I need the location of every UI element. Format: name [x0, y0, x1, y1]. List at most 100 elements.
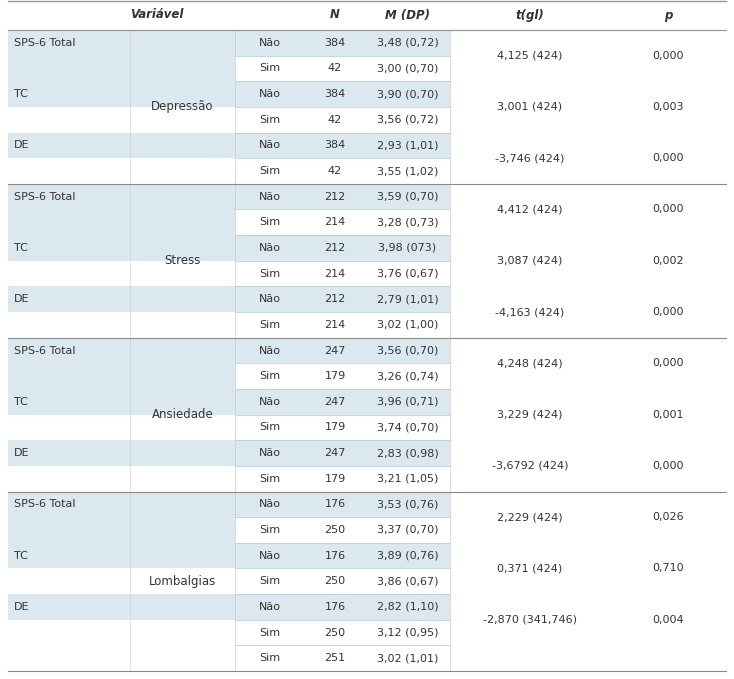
Bar — [450, 210, 726, 235]
Bar — [450, 415, 726, 440]
Bar — [8, 158, 235, 184]
Bar — [450, 337, 726, 363]
Text: 3,48 (0,72): 3,48 (0,72) — [377, 38, 438, 48]
Text: 2,82 (1,10): 2,82 (1,10) — [377, 602, 438, 612]
Text: Não: Não — [259, 346, 281, 356]
Text: 3,59 (0,70): 3,59 (0,70) — [377, 191, 438, 202]
Text: 0,002: 0,002 — [653, 256, 684, 265]
Bar — [235, 312, 450, 337]
Text: 3,53 (0,76): 3,53 (0,76) — [377, 499, 438, 509]
Text: -2,870 (341,746): -2,870 (341,746) — [483, 614, 577, 625]
Text: Sim: Sim — [259, 63, 280, 73]
Text: Não: Não — [259, 448, 281, 458]
Text: Sim: Sim — [259, 576, 280, 586]
Bar — [450, 568, 726, 594]
Text: N: N — [330, 9, 340, 22]
Text: 2,79 (1,01): 2,79 (1,01) — [377, 294, 438, 304]
Text: 3,02 (1,00): 3,02 (1,00) — [377, 320, 438, 330]
Bar — [235, 261, 450, 287]
Text: 3,26 (0,74): 3,26 (0,74) — [377, 371, 438, 381]
Text: Variável: Variável — [130, 9, 184, 22]
Text: Stress: Stress — [164, 254, 200, 268]
Text: 212: 212 — [324, 191, 346, 202]
Bar — [8, 132, 235, 158]
Bar — [8, 312, 235, 337]
Text: Ansiedade: Ansiedade — [152, 408, 214, 421]
Bar — [8, 81, 235, 107]
Text: 3,00 (0,70): 3,00 (0,70) — [377, 63, 438, 73]
Text: 176: 176 — [324, 499, 346, 509]
Text: 3,90 (0,70): 3,90 (0,70) — [377, 89, 438, 99]
Bar — [8, 210, 235, 235]
Text: TC: TC — [14, 397, 28, 407]
Bar — [235, 287, 450, 312]
Text: 212: 212 — [324, 294, 346, 304]
Text: 250: 250 — [324, 525, 346, 535]
Text: 3,96 (0,71): 3,96 (0,71) — [377, 397, 438, 407]
Text: SPS-6 Total: SPS-6 Total — [14, 38, 76, 48]
Text: 0,000: 0,000 — [653, 204, 684, 215]
Text: 384: 384 — [324, 89, 346, 99]
Text: 0,001: 0,001 — [653, 409, 684, 420]
Bar — [8, 440, 235, 466]
Bar — [8, 389, 235, 415]
Text: DE: DE — [14, 602, 29, 612]
Text: 214: 214 — [324, 217, 346, 227]
Bar — [235, 568, 450, 594]
Text: SPS-6 Total: SPS-6 Total — [14, 191, 76, 202]
Text: t(gl): t(gl) — [515, 9, 545, 22]
Text: 3,37 (0,70): 3,37 (0,70) — [377, 525, 438, 535]
Bar — [235, 517, 450, 543]
Bar — [450, 363, 726, 389]
Bar — [8, 594, 235, 620]
Bar — [450, 261, 726, 287]
Bar — [235, 543, 450, 568]
Bar — [235, 415, 450, 440]
Text: 250: 250 — [324, 627, 346, 638]
Text: 0,004: 0,004 — [653, 614, 684, 625]
Text: Sim: Sim — [259, 474, 280, 483]
Text: 214: 214 — [324, 320, 346, 330]
Text: 0,003: 0,003 — [653, 102, 684, 112]
Bar — [8, 184, 235, 210]
Bar — [8, 235, 235, 261]
Bar — [450, 466, 726, 492]
Text: Não: Não — [259, 191, 281, 202]
Text: 176: 176 — [324, 602, 346, 612]
Bar — [450, 184, 726, 210]
Bar — [235, 30, 450, 56]
Bar — [450, 517, 726, 543]
Bar — [450, 30, 726, 56]
Text: 3,087 (424): 3,087 (424) — [498, 256, 563, 265]
Text: Sim: Sim — [259, 627, 280, 638]
Text: 3,98 (073): 3,98 (073) — [379, 243, 437, 253]
Text: DE: DE — [14, 294, 29, 304]
Text: 3,001 (424): 3,001 (424) — [498, 102, 562, 112]
Text: Sim: Sim — [259, 115, 280, 125]
Bar — [8, 543, 235, 568]
Text: 179: 179 — [324, 474, 346, 483]
Text: 42: 42 — [328, 63, 342, 73]
Text: 0,000: 0,000 — [653, 461, 684, 471]
Text: 2,229 (424): 2,229 (424) — [497, 512, 563, 522]
Bar — [450, 81, 726, 107]
Bar — [450, 132, 726, 158]
Bar — [8, 30, 235, 56]
Text: 3,76 (0,67): 3,76 (0,67) — [377, 269, 438, 278]
Text: M (DP): M (DP) — [385, 9, 430, 22]
Text: -4,163 (424): -4,163 (424) — [495, 307, 564, 317]
Text: Sim: Sim — [259, 166, 280, 176]
Text: TC: TC — [14, 89, 28, 99]
Text: Não: Não — [259, 602, 281, 612]
Text: Sim: Sim — [259, 217, 280, 227]
Bar — [235, 337, 450, 363]
Bar — [8, 645, 235, 671]
Bar — [450, 287, 726, 312]
Bar — [8, 337, 235, 363]
Text: 3,12 (0,95): 3,12 (0,95) — [377, 627, 438, 638]
Text: 384: 384 — [324, 141, 346, 150]
Bar — [8, 568, 235, 594]
Text: -3,746 (424): -3,746 (424) — [495, 153, 564, 163]
Text: 42: 42 — [328, 115, 342, 125]
Text: 384: 384 — [324, 38, 346, 48]
